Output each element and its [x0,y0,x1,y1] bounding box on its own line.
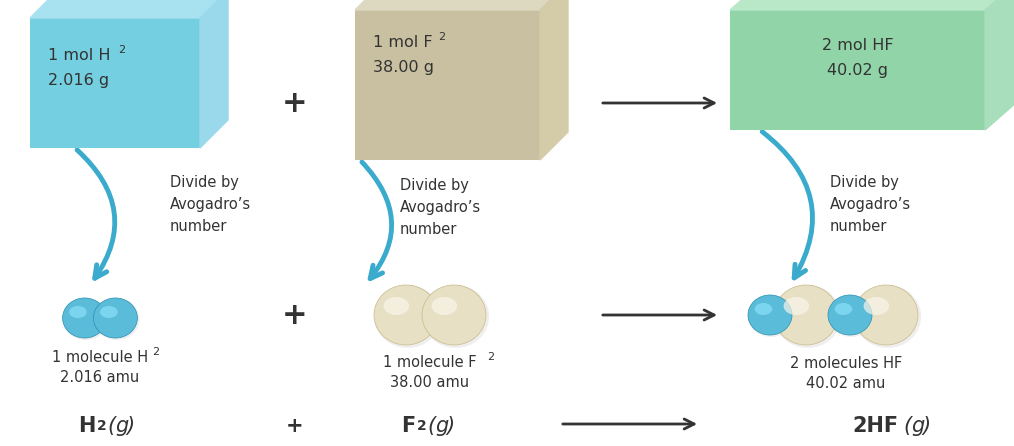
Text: number: number [400,222,457,237]
Text: 2: 2 [118,45,125,55]
Ellipse shape [374,285,438,345]
Text: 2: 2 [438,32,445,42]
Text: F: F [401,416,415,436]
Ellipse shape [854,285,918,345]
Text: 2: 2 [487,352,494,362]
Ellipse shape [422,285,489,348]
Ellipse shape [422,285,486,345]
Text: g: g [115,416,128,436]
Text: 1 mol F: 1 mol F [373,35,433,50]
Polygon shape [355,0,568,10]
Text: +: + [282,88,308,117]
Text: 38.00 g: 38.00 g [373,60,434,75]
Ellipse shape [93,298,140,340]
Text: Divide by: Divide by [170,175,239,190]
Text: 1 molecule H: 1 molecule H [52,350,148,365]
Text: (: ( [107,416,116,436]
Text: 40.02 amu: 40.02 amu [806,376,885,391]
Ellipse shape [93,298,138,338]
Text: +: + [286,416,304,436]
Ellipse shape [774,285,842,348]
Ellipse shape [828,295,874,337]
Polygon shape [540,0,568,160]
Text: Avogadro’s: Avogadro’s [400,200,481,215]
Ellipse shape [784,297,809,315]
Text: (: ( [427,416,435,436]
Text: 2HF: 2HF [852,416,898,436]
Text: 2: 2 [152,347,159,357]
Ellipse shape [828,295,872,335]
Text: 2 molecules HF: 2 molecules HF [790,356,902,371]
Ellipse shape [854,285,921,348]
Text: Avogadro’s: Avogadro’s [830,197,912,212]
Text: g: g [435,416,448,436]
Polygon shape [730,0,1014,10]
Text: number: number [170,219,227,234]
Polygon shape [985,0,1014,130]
Ellipse shape [432,297,457,315]
Text: Divide by: Divide by [400,178,468,193]
Ellipse shape [748,295,794,337]
Text: ): ) [446,416,454,436]
Text: Avogadro’s: Avogadro’s [170,197,251,212]
Polygon shape [30,0,228,18]
Ellipse shape [100,306,118,318]
Text: H: H [78,416,95,436]
Ellipse shape [63,298,106,338]
Polygon shape [355,10,540,160]
Ellipse shape [748,295,792,335]
Text: 2: 2 [97,419,106,433]
Ellipse shape [383,297,410,315]
Ellipse shape [374,285,441,348]
Text: 1 molecule F: 1 molecule F [383,355,477,370]
Text: 2.016 g: 2.016 g [48,73,110,88]
Polygon shape [30,18,200,148]
Text: (: ( [903,416,912,436]
Ellipse shape [63,298,108,340]
Ellipse shape [835,303,852,315]
Text: Divide by: Divide by [830,175,898,190]
Ellipse shape [69,306,87,318]
Text: 2: 2 [417,419,427,433]
Text: 38.00 amu: 38.00 amu [390,375,469,390]
Text: g: g [911,416,924,436]
Text: ): ) [922,416,930,436]
Ellipse shape [754,303,773,315]
Text: ): ) [126,416,134,436]
Text: 2 mol HF: 2 mol HF [821,38,893,53]
Ellipse shape [774,285,838,345]
Text: number: number [830,219,887,234]
Text: 40.02 g: 40.02 g [827,63,888,78]
Text: 2.016 amu: 2.016 amu [61,370,140,385]
Ellipse shape [864,297,889,315]
Text: 1 mol H: 1 mol H [48,48,111,63]
Polygon shape [200,0,228,148]
Polygon shape [730,10,985,130]
Text: +: + [282,301,308,330]
